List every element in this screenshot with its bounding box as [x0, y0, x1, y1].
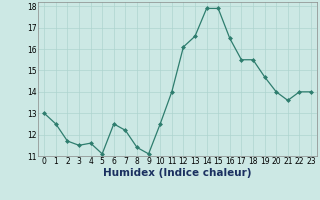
X-axis label: Humidex (Indice chaleur): Humidex (Indice chaleur)	[103, 168, 252, 178]
